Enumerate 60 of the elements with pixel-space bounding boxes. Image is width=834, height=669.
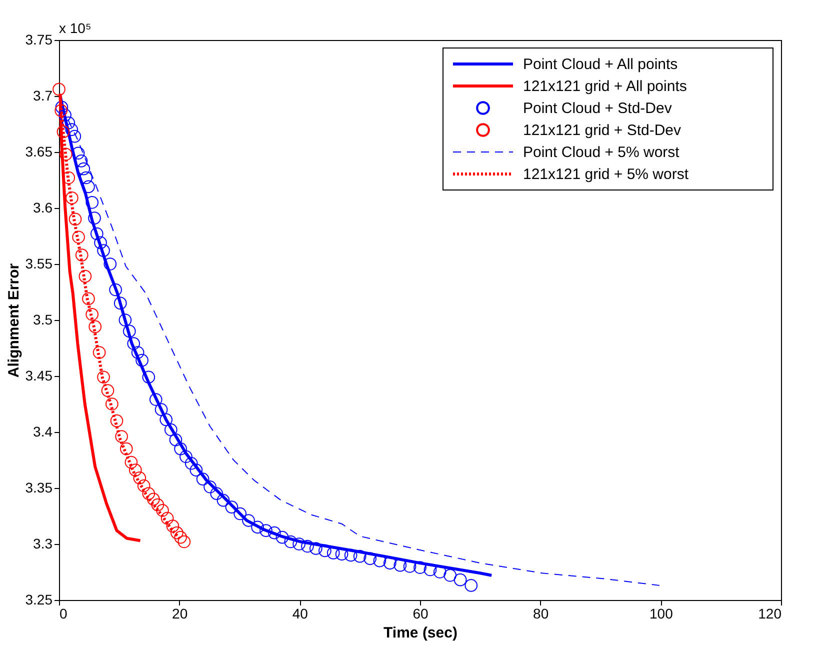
point (52, 82, 66, 96)
point (68, 212, 82, 226)
x-tick-label: 100 (649, 606, 674, 622)
point (106, 398, 118, 410)
point (137, 479, 150, 492)
point (88, 320, 102, 334)
y-tick-label: 3.55 (25, 256, 53, 272)
x-axis-title: Time (sec) (384, 624, 458, 642)
x-tick-label: 40 (292, 606, 308, 622)
x-tick-label: 120 (758, 606, 782, 622)
point (151, 498, 164, 512)
point (120, 442, 133, 456)
y-tick-label: 3.25 (25, 592, 53, 608)
point (174, 530, 187, 544)
x-tick-label: 80 (533, 606, 549, 622)
point (147, 492, 160, 506)
y-tick-label: 3.6 (33, 200, 53, 216)
point (56, 125, 70, 138)
point (166, 520, 180, 532)
legend-label: Point Cloud + 5% worst (523, 144, 680, 161)
legend-label: Point Cloud + All points (523, 56, 678, 73)
point (133, 472, 146, 484)
legend-label: Point Cloud + Std-Dev (523, 100, 672, 117)
y-tick-label: 3.35 (25, 480, 53, 496)
point (160, 512, 174, 525)
y-tick-label: 3.45 (25, 368, 53, 384)
y-tick-label: 3.7 (33, 88, 53, 104)
point (128, 464, 142, 476)
y-tick-label: 3.5 (33, 312, 53, 328)
point (124, 456, 138, 469)
point (156, 504, 169, 517)
legend-label: 121x121 grid + Std-Dev (523, 122, 682, 139)
y-tick-label: 3.4 (33, 424, 53, 440)
point (110, 414, 124, 428)
point (75, 248, 88, 262)
y-axis-title: Alignment Error (5, 263, 22, 378)
y-tick-label: 3.75 (25, 32, 53, 48)
point (142, 487, 156, 500)
point (72, 230, 85, 244)
point (178, 535, 191, 548)
point (92, 346, 106, 359)
text: x 10⁵ (59, 20, 92, 36)
legend-label: 121x121 grid + All points (523, 78, 687, 95)
point (78, 270, 92, 283)
x-tick-label: 60 (412, 606, 428, 622)
x-tick-label: 20 (172, 606, 188, 622)
point (54, 104, 68, 117)
point (86, 308, 99, 321)
point (101, 384, 114, 397)
point (60, 148, 72, 161)
point (66, 192, 78, 204)
y-tick-label: 3.3 (33, 536, 53, 552)
point (115, 430, 128, 443)
point (97, 370, 110, 384)
x-tick-label: 0 (60, 606, 68, 622)
point (170, 526, 184, 540)
point (82, 292, 95, 306)
y-tick-label: 3.65 (25, 144, 53, 160)
point (62, 171, 76, 184)
legend-label: 121x121 grid + 5% worst (523, 166, 690, 183)
